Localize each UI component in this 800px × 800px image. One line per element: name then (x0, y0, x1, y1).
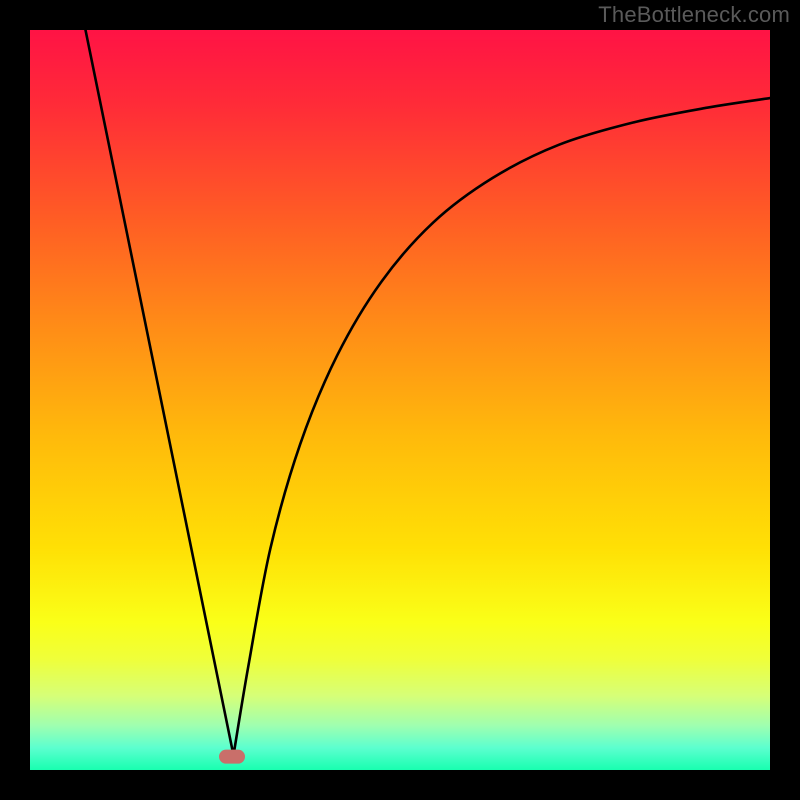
chart-container: TheBottleneck.com (0, 0, 800, 800)
minimum-marker (219, 750, 245, 764)
watermark-text: TheBottleneck.com (598, 2, 790, 28)
gradient-background (30, 30, 770, 770)
chart-svg (0, 0, 800, 800)
